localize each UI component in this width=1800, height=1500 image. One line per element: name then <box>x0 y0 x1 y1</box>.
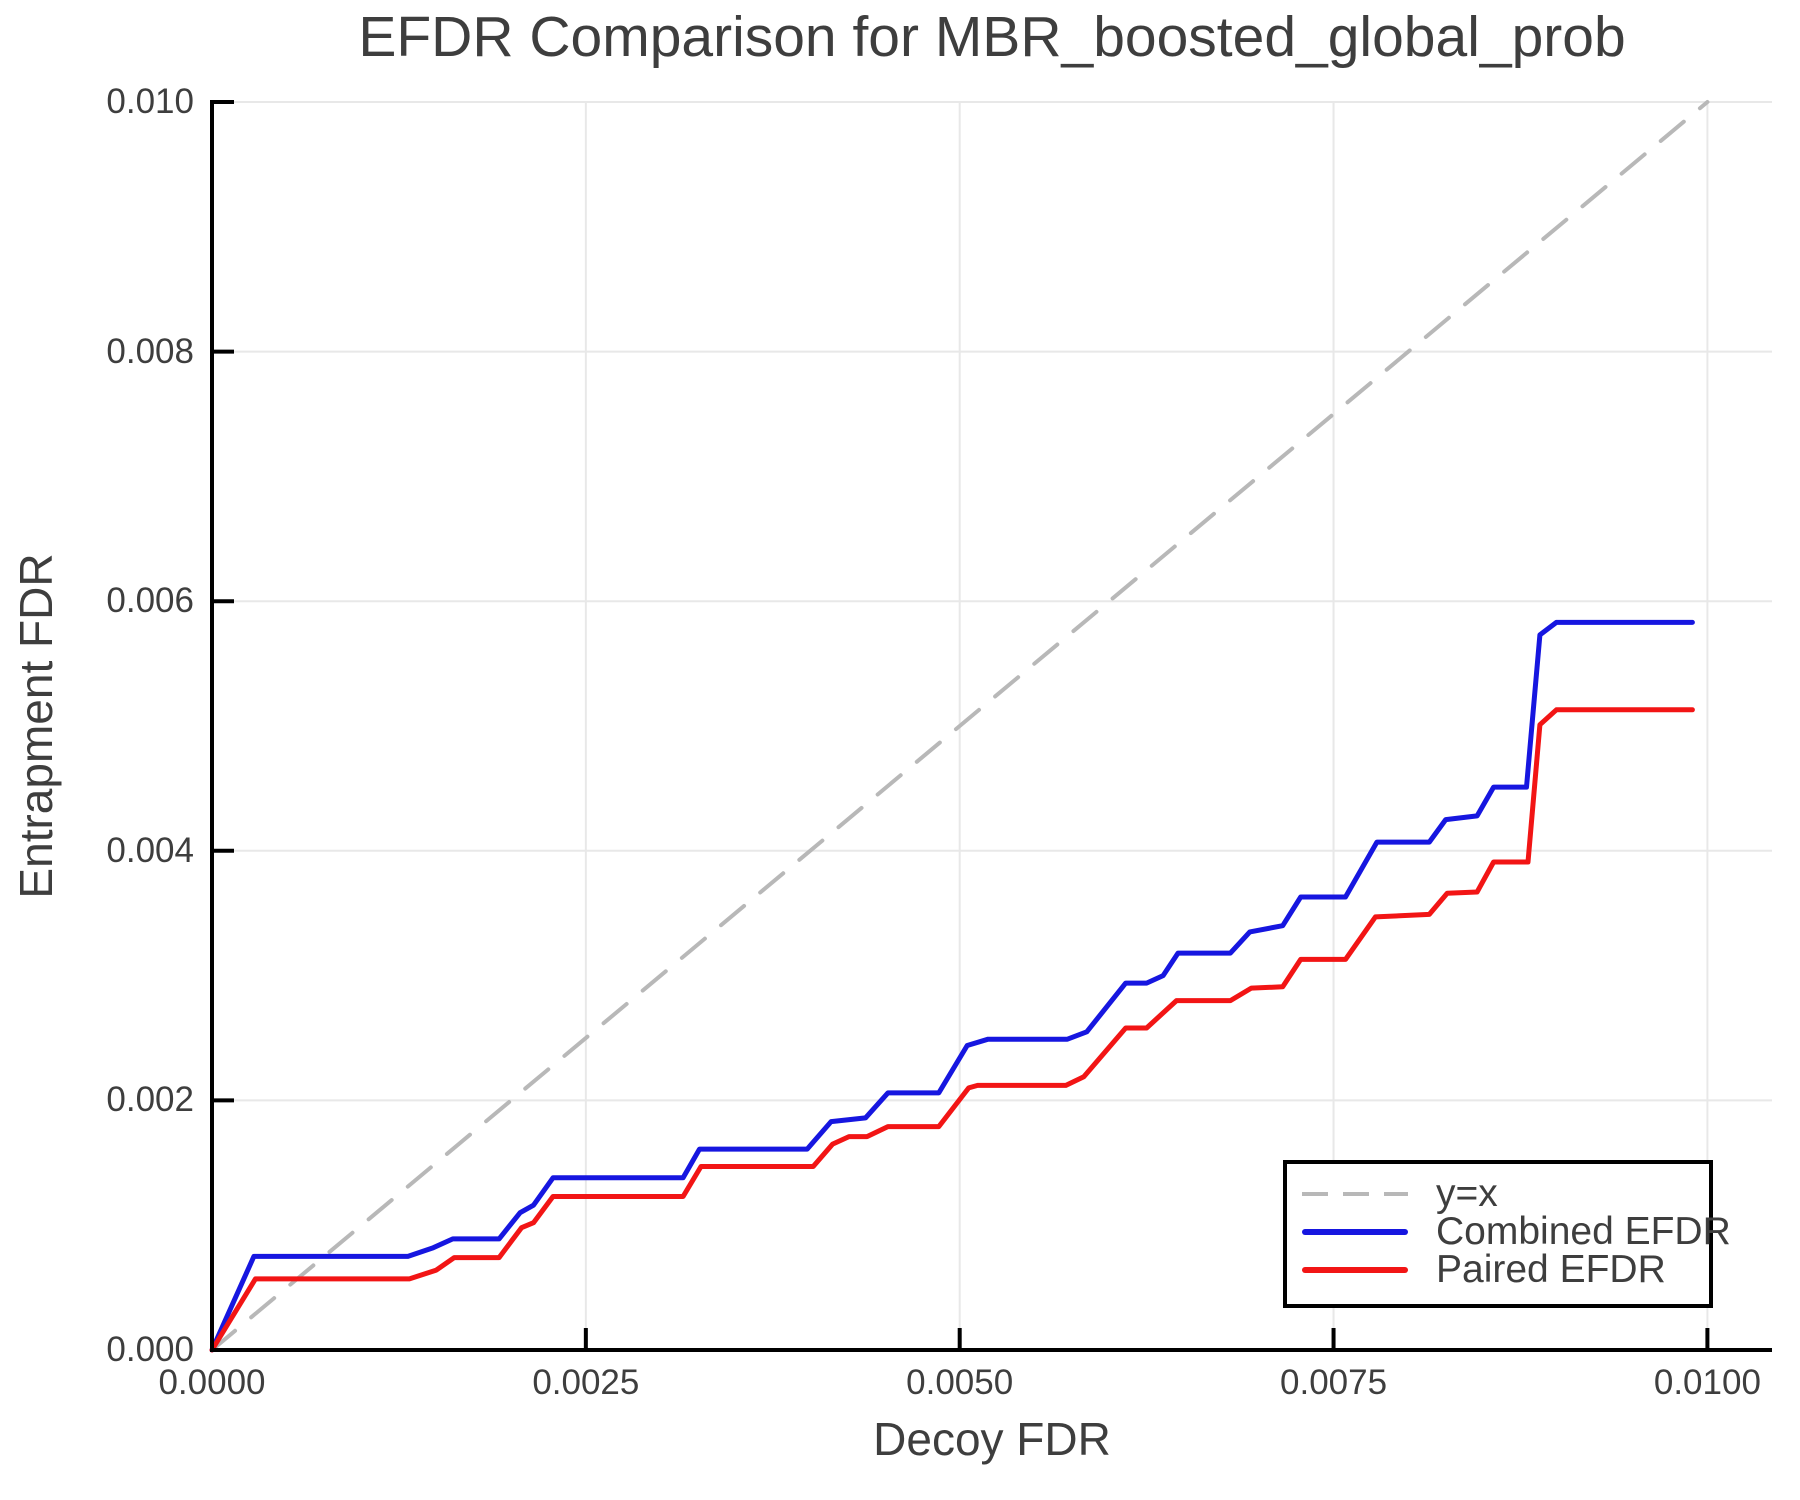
y-tick-label: 0.008 <box>106 331 194 371</box>
series-line-paired-efdr <box>209 707 1695 1353</box>
legend-blue-line-sample <box>1302 1229 1408 1235</box>
y-tick-label: 0.002 <box>106 1080 194 1120</box>
y-tick-label: 0.006 <box>106 581 194 621</box>
y-tick-label: 0.010 <box>106 81 194 121</box>
y-tick-label: 0.004 <box>106 830 194 870</box>
legend-row-yx: y=x <box>1302 1172 1709 1215</box>
x-tick-label: 0.0000 <box>158 1363 266 1402</box>
legend-row-combined: Combined EFDR <box>1302 1210 1731 1253</box>
x-tick-label: 0.0100 <box>1653 1363 1761 1402</box>
legend-label-paired: Paired EFDR <box>1436 1248 1666 1291</box>
series-line-combined-efdr <box>209 619 1695 1353</box>
y-axis-label: Entrapment FDR <box>10 553 62 899</box>
x-axis-label: Decoy FDR <box>873 1413 1111 1465</box>
legend-dashed-line-sample <box>1302 1192 1408 1196</box>
y-tick-label: 0.000 <box>106 1330 194 1369</box>
legend-label-yx: y=x <box>1436 1172 1498 1215</box>
x-tick-label: 0.0025 <box>532 1363 640 1402</box>
legend-red-line-sample <box>1302 1267 1408 1273</box>
chart-title: EFDR Comparison for MBR_boosted_global_p… <box>358 5 1626 69</box>
x-tick-label: 0.0075 <box>1280 1363 1388 1402</box>
legend-row-paired: Paired EFDR <box>1302 1248 1709 1291</box>
series-line-y-x <box>210 100 1710 1352</box>
legend-label-combined: Combined EFDR <box>1436 1210 1731 1253</box>
x-tick-label: 0.0050 <box>906 1363 1014 1402</box>
legend: y=x Combined EFDR Paired EFDR <box>1283 1160 1731 1308</box>
